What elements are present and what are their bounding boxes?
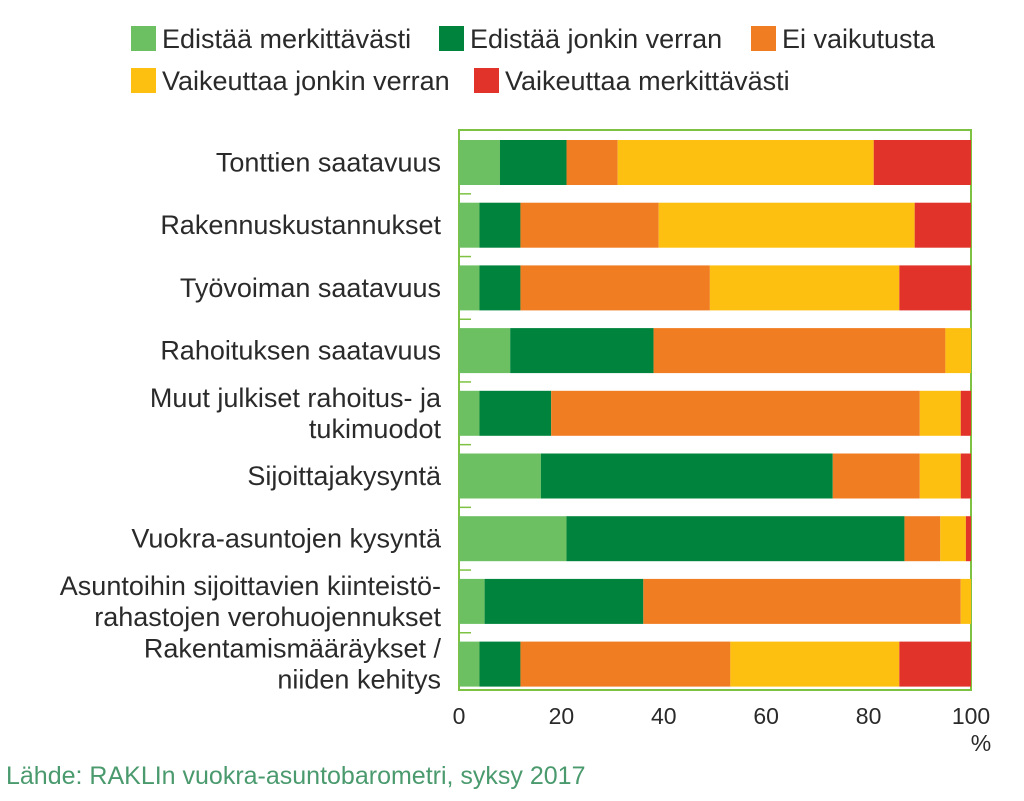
bar-segment-r5-s2	[479, 390, 552, 436]
bar-segment-r7-s2	[566, 516, 905, 562]
bar-segment-r4-s1	[459, 328, 511, 374]
bar-segment-r2-s5	[914, 202, 971, 248]
category-label-9-line-2: niiden kehitys	[277, 665, 441, 695]
bar-segment-r8-s2	[484, 578, 644, 624]
legend-label-3: Ei vaikutusta	[782, 24, 936, 54]
bar-segment-r1-s4	[617, 140, 874, 185]
source-note: Lähde: RAKLIn vuokra-asuntobarometri, sy…	[6, 762, 585, 790]
category-label-3: Työvoiman saatavuus	[180, 273, 441, 303]
bar-segment-r6-s3	[832, 453, 920, 499]
bar-segment-r5-s4	[919, 390, 961, 436]
category-label-7: Vuokra-asuntojen kysyntä	[131, 524, 442, 554]
bar-segment-r7-s3	[904, 516, 941, 562]
category-label-5-line-1: Muut julkiset rahoitus- ja	[150, 383, 442, 413]
category-label-8-line-1: Asuntoihin sijoittavien kiinteistö-	[60, 571, 441, 601]
plot-area	[458, 129, 972, 691]
legend-label-2: Edistää jonkin verran	[470, 24, 722, 54]
bar-segment-r4-s4	[945, 328, 971, 374]
bar-segment-r6-s2	[540, 453, 833, 499]
bar-segment-r9-s2	[479, 641, 521, 687]
x-tick-label-20: 20	[549, 703, 575, 729]
bar-segment-r6-s4	[919, 453, 961, 499]
bar-segment-r7-s4	[940, 516, 966, 562]
category-label-6: Sijoittajakysyntä	[247, 461, 442, 491]
legend-swatch-4	[131, 68, 156, 93]
bar-segment-r5-s5	[960, 390, 971, 436]
x-tick-label-60: 60	[753, 703, 779, 729]
category-label-8-line-2: rahastojen verohuojennukset	[94, 602, 441, 632]
x-tick-label-100: 100	[952, 703, 990, 729]
legend: Edistää merkittävästi Edistää jonkin verr…	[131, 24, 936, 96]
legend-swatch-1	[131, 26, 156, 51]
bar-segment-r2-s3	[520, 202, 659, 248]
bar-segment-r9-s1	[459, 641, 480, 687]
bar-segment-r2-s2	[479, 202, 521, 248]
bar-segment-r2-s4	[658, 202, 915, 248]
bar-segment-r9-s5	[899, 641, 971, 687]
bar-segment-r3-s1	[459, 265, 480, 311]
x-tick-label-0: 0	[453, 703, 466, 729]
bar-segment-r4-s2	[510, 328, 654, 374]
bar-segment-r1-s2	[499, 140, 567, 185]
bar-segment-r4-s3	[653, 328, 946, 374]
legend-swatch-5	[474, 68, 499, 93]
bar-segment-r3-s5	[899, 265, 971, 311]
bar-segment-r1-s1	[459, 140, 500, 185]
category-label-1: Tonttien saatavuus	[216, 148, 441, 178]
legend-label-4: Vaikeuttaa jonkin verran	[162, 66, 450, 96]
bar-segment-r6-s1	[459, 453, 541, 499]
bar-segment-r5-s3	[551, 390, 920, 436]
bar-segment-r1-s5	[873, 140, 971, 185]
bar-segment-r8-s4	[960, 578, 971, 624]
category-label-4: Rahoituksen saatavuus	[160, 336, 441, 366]
category-label-2: Rakennuskustannukset	[160, 210, 441, 240]
bar-segment-r3-s3	[520, 265, 710, 311]
x-tick-label-40: 40	[651, 703, 677, 729]
bar-segment-r9-s4	[730, 641, 900, 687]
x-tick-label-80: 80	[856, 703, 882, 729]
bar-segment-r2-s1	[459, 202, 480, 248]
legend-swatch-2	[439, 26, 464, 51]
category-labels: Tonttien saatavuus Rakennuskustannukset Ty…	[60, 148, 442, 695]
legend-swatch-3	[751, 26, 776, 51]
bar-segment-r6-s5	[960, 453, 971, 499]
bar-segment-r1-s3	[566, 140, 618, 185]
bar-segment-r7-s1	[459, 516, 567, 562]
legend-label-1: Edistää merkittävästi	[162, 24, 411, 54]
bar-segment-r3-s4	[709, 265, 900, 311]
bar-segment-r8-s1	[459, 578, 485, 624]
bar-segment-r5-s1	[459, 390, 480, 436]
bar-segment-r7-s5	[965, 516, 971, 562]
bar-segment-r9-s3	[520, 641, 731, 687]
bar-segment-r3-s2	[479, 265, 521, 311]
category-label-9-line-1: Rakentamismääräykset /	[144, 634, 442, 664]
x-unit-label: %	[971, 730, 991, 756]
category-label-5-line-2: tukimuodot	[309, 414, 442, 444]
legend-label-5: Vaikeuttaa merkittävästi	[505, 66, 790, 96]
x-axis: 0 20 40 60 80 100%	[453, 703, 992, 756]
bar-segment-r8-s3	[643, 578, 961, 624]
